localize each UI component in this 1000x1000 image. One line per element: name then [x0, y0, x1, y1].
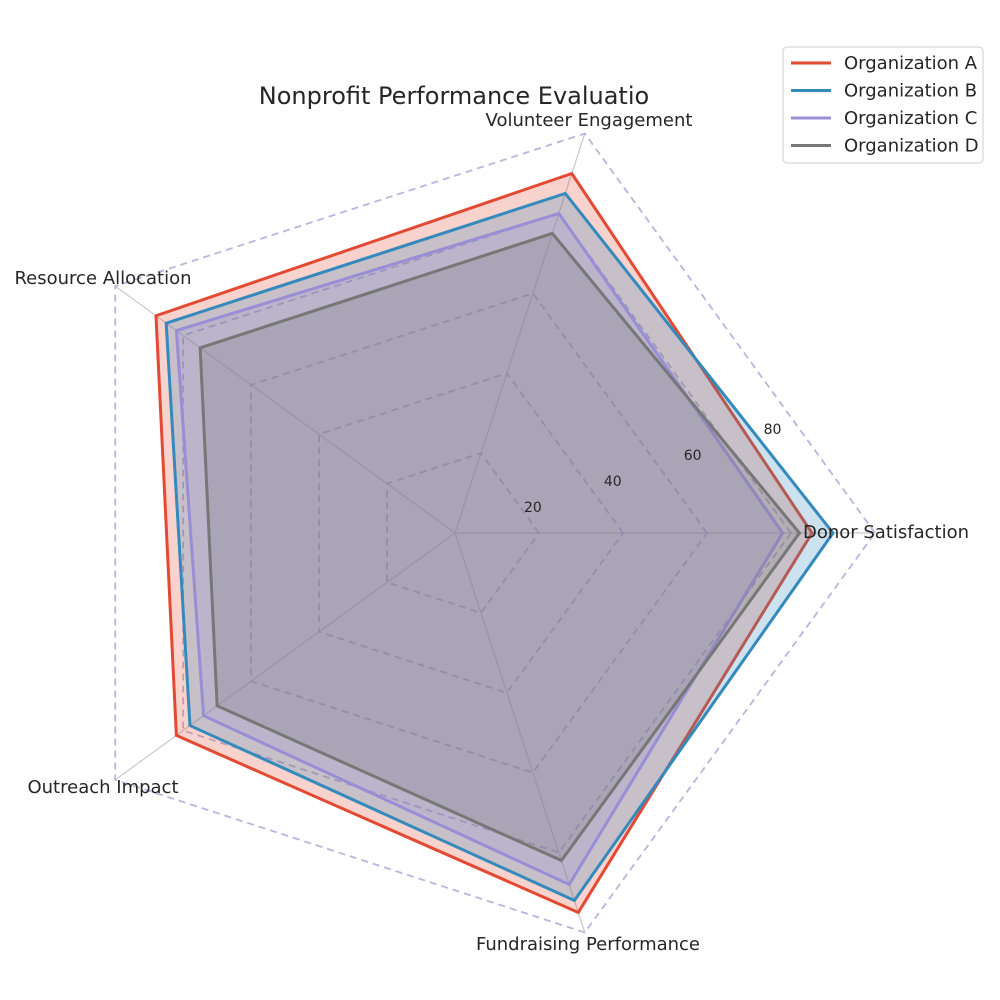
series-line	[164, 191, 835, 903]
r-tick-label: 80	[764, 422, 782, 438]
category-label: Outreach Impact	[27, 777, 178, 798]
category-label: Volunteer Engagement	[486, 110, 693, 131]
r-tick-label: 60	[684, 448, 702, 464]
grid-ring	[386, 452, 541, 614]
category-label: Fundraising Performance	[476, 934, 700, 955]
spoke-line	[454, 133, 586, 534]
grid-ring	[250, 292, 709, 774]
category-label: Resource Allocation	[14, 268, 191, 289]
legend-label: Organization A	[844, 53, 978, 74]
legend: Organization A Organization B Organization…	[782, 46, 984, 164]
legend-label: Organization C	[844, 108, 977, 129]
category-label: Donor Satisfaction	[803, 522, 969, 543]
chart-title: Nonprofit Performance Evaluatio	[259, 82, 649, 110]
spoke-line	[114, 532, 456, 781]
spoke-line	[454, 532, 586, 933]
grid-ring	[318, 372, 625, 694]
series-area	[200, 233, 800, 861]
legend-label: Organization D	[844, 136, 979, 157]
r-tick-label: 20	[524, 500, 542, 516]
series-line	[174, 211, 785, 887]
r-tick-label: 40	[604, 474, 622, 490]
series-area	[155, 173, 813, 913]
spoke-line	[114, 285, 456, 534]
grid-ring	[114, 132, 877, 934]
series-line	[198, 231, 802, 863]
series-line	[154, 171, 814, 915]
legend-label: Organization B	[844, 81, 977, 102]
series-area	[176, 213, 783, 885]
